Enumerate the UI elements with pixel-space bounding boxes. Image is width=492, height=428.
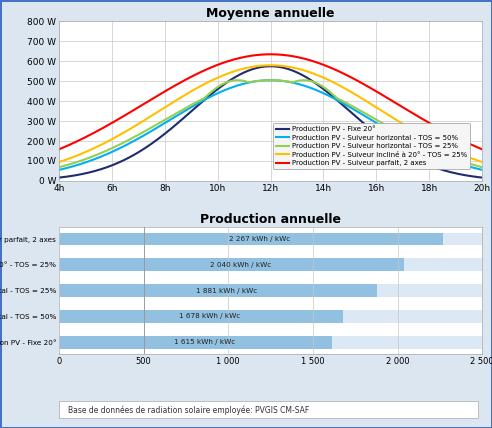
Production PV - Suiveur incliné à 20° - TOS = 25% bbox=[394, 118, 400, 123]
Production PV - Fixe 20° bbox=[227, 77, 233, 83]
Bar bbox=[59, 259, 404, 271]
Production PV - Suiveur horizontal - TOS = 50% bbox=[56, 167, 62, 172]
Production PV - Fixe 20° bbox=[99, 166, 105, 171]
Production PV - Suiveur horizontal - TOS = 50% bbox=[479, 167, 485, 172]
Bar bbox=[59, 336, 482, 348]
Production PV - Suiveur horizontal - TOS = 25% bbox=[268, 77, 274, 83]
Production PV - Suiveur parfait, 2 axes bbox=[99, 126, 105, 131]
Production PV - Fixe 20° bbox=[386, 141, 392, 146]
FancyBboxPatch shape bbox=[59, 401, 478, 419]
Production PV - Suiveur horizontal - TOS = 25% bbox=[479, 165, 485, 170]
Title: Moyenne annuelle: Moyenne annuelle bbox=[206, 7, 335, 20]
Production PV - Fixe 20° bbox=[347, 109, 353, 114]
Production PV - Suiveur horizontal - TOS = 50% bbox=[394, 133, 400, 138]
Production PV - Fixe 20° bbox=[394, 146, 400, 151]
Bar bbox=[59, 284, 377, 297]
Production PV - Suiveur horizontal - TOS = 25% bbox=[394, 129, 400, 134]
Production PV - Suiveur incliné à 20° - TOS = 25% bbox=[268, 62, 274, 68]
Production PV - Suiveur horizontal - TOS = 50% bbox=[386, 128, 392, 134]
Text: 2 040 kWh / kWc: 2 040 kWh / kWc bbox=[210, 262, 271, 268]
Production PV - Suiveur incliné à 20° - TOS = 25% bbox=[227, 70, 233, 75]
Bar bbox=[59, 310, 343, 323]
Text: 1 615 kWh / kWc: 1 615 kWh / kWc bbox=[174, 339, 235, 345]
Line: Production PV - Suiveur horizontal - TOS = 25%: Production PV - Suiveur horizontal - TOS… bbox=[59, 80, 482, 167]
Production PV - Suiveur parfait, 2 axes bbox=[347, 74, 353, 79]
Production PV - Suiveur incliné à 20° - TOS = 25% bbox=[243, 65, 248, 71]
Production PV - Suiveur horizontal - TOS = 50% bbox=[243, 81, 248, 86]
Legend: Production PV - Fixe 20°, Production PV - Suiveur horizontal - TOS = 50%, Produc: Production PV - Fixe 20°, Production PV … bbox=[273, 123, 470, 169]
Line: Production PV - Suiveur parfait, 2 axes: Production PV - Suiveur parfait, 2 axes bbox=[59, 54, 482, 149]
Production PV - Suiveur horizontal - TOS = 25% bbox=[56, 165, 62, 170]
Bar bbox=[59, 232, 482, 246]
Production PV - Suiveur incliné à 20° - TOS = 25% bbox=[479, 160, 485, 165]
Production PV - Suiveur incliné à 20° - TOS = 25% bbox=[56, 160, 62, 165]
Production PV - Suiveur horizontal - TOS = 25% bbox=[386, 125, 392, 130]
Text: 2 267 kWh / kWc: 2 267 kWh / kWc bbox=[229, 236, 290, 242]
Text: 1 881 kWh / kWc: 1 881 kWh / kWc bbox=[196, 288, 257, 294]
Production PV - Fixe 20° bbox=[479, 175, 485, 180]
Production PV - Suiveur incliné à 20° - TOS = 25% bbox=[347, 89, 353, 94]
Production PV - Suiveur parfait, 2 axes bbox=[386, 97, 392, 102]
Production PV - Suiveur parfait, 2 axes bbox=[227, 58, 233, 63]
Bar bbox=[59, 284, 482, 297]
Production PV - Suiveur horizontal - TOS = 25% bbox=[243, 79, 248, 84]
Production PV - Suiveur horizontal - TOS = 50% bbox=[347, 104, 353, 110]
Title: Production annuelle: Production annuelle bbox=[200, 213, 341, 226]
Production PV - Fixe 20° bbox=[243, 69, 248, 74]
Production PV - Suiveur parfait, 2 axes bbox=[394, 101, 400, 106]
Line: Production PV - Suiveur horizontal - TOS = 50%: Production PV - Suiveur horizontal - TOS… bbox=[59, 80, 482, 170]
Production PV - Suiveur parfait, 2 axes bbox=[268, 52, 274, 57]
Production PV - Suiveur horizontal - TOS = 50% bbox=[99, 154, 105, 159]
Production PV - Suiveur horizontal - TOS = 25% bbox=[347, 102, 353, 107]
Bar bbox=[59, 310, 482, 323]
Production PV - Suiveur parfait, 2 axes bbox=[479, 147, 485, 152]
Bar bbox=[59, 232, 443, 246]
Line: Production PV - Fixe 20°: Production PV - Fixe 20° bbox=[59, 66, 482, 178]
Production PV - Suiveur horizontal - TOS = 50% bbox=[227, 86, 233, 91]
Text: Base de données de radiation solaire employée: PVGIS CM-SAF: Base de données de radiation solaire emp… bbox=[67, 405, 309, 415]
Bar bbox=[59, 259, 482, 271]
Production PV - Suiveur parfait, 2 axes bbox=[56, 147, 62, 152]
Production PV - Suiveur incliné à 20° - TOS = 25% bbox=[99, 142, 105, 147]
Bar bbox=[59, 336, 333, 348]
Production PV - Suiveur horizontal - TOS = 50% bbox=[268, 77, 274, 83]
Production PV - Fixe 20° bbox=[56, 175, 62, 180]
Production PV - Suiveur horizontal - TOS = 25% bbox=[227, 79, 233, 84]
Text: 1 678 kWh / kWc: 1 678 kWh / kWc bbox=[179, 313, 240, 319]
Line: Production PV - Suiveur incliné à 20° - TOS = 25%: Production PV - Suiveur incliné à 20° - … bbox=[59, 65, 482, 162]
Production PV - Suiveur incliné à 20° - TOS = 25% bbox=[386, 113, 392, 118]
Production PV - Suiveur parfait, 2 axes bbox=[243, 54, 248, 59]
Production PV - Fixe 20° bbox=[268, 64, 274, 69]
Production PV - Suiveur horizontal - TOS = 25% bbox=[99, 150, 105, 155]
